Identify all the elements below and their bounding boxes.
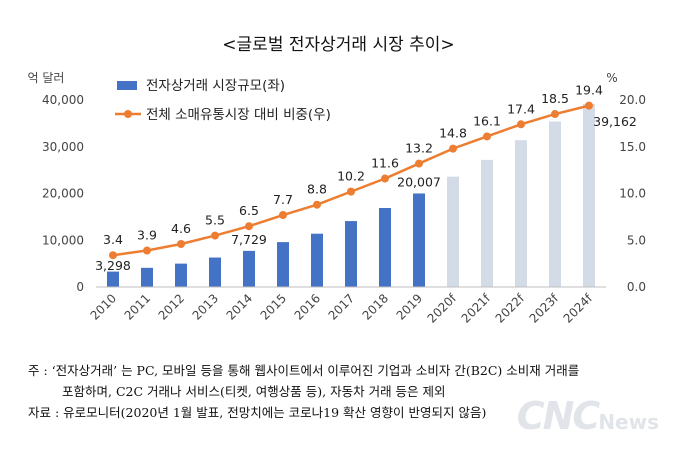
line-point xyxy=(381,174,389,183)
legend-line-label: 전체 소매유통시장 대비 비중(우) xyxy=(146,107,331,123)
bar-data-label: 3,298 xyxy=(95,258,131,273)
x-tick-label: 2017 xyxy=(326,291,357,322)
line-data-label: 6.5 xyxy=(239,203,259,218)
y-right-tick-label: 10.0 xyxy=(619,187,646,201)
y-right-tick-label: 15.0 xyxy=(619,140,646,154)
bar xyxy=(549,121,561,287)
bar xyxy=(141,267,153,287)
bar xyxy=(243,250,255,287)
y-left-tick-label: 20,000 xyxy=(42,187,84,201)
line-layer xyxy=(109,101,593,260)
line-point xyxy=(313,200,321,209)
bar xyxy=(379,207,391,287)
y-left-tick-label: 10,000 xyxy=(42,233,84,247)
bar-data-label: 7,729 xyxy=(231,232,267,247)
bar-data-label: 20,007 xyxy=(397,174,441,189)
y-left-tick-label: 40,000 xyxy=(42,93,84,107)
bar xyxy=(107,271,119,287)
line-data-label: 10.2 xyxy=(337,169,365,184)
line-point xyxy=(109,251,117,260)
legend-layer: 전자상거래 시장규모(좌) 전체 소매유통시장 대비 비중(우) xyxy=(115,78,331,123)
bar xyxy=(209,257,221,287)
line-data-label: 4.6 xyxy=(171,221,191,236)
line-point xyxy=(177,239,185,248)
line-point xyxy=(585,101,593,110)
source-line: 자료 : 유로모니터(2020년 1월 발표, 전망치에는 코로나19 확산 영… xyxy=(28,405,487,420)
bar xyxy=(175,263,187,287)
x-tick-label: 2015 xyxy=(258,291,289,322)
x-tick-label: 2021f xyxy=(459,291,494,326)
chart-title: <글로벌 전자상거래 시장 추이> xyxy=(222,35,455,55)
legend-line-marker xyxy=(124,110,132,118)
line-data-label: 14.8 xyxy=(439,126,467,141)
watermark-suffix: News xyxy=(598,410,659,434)
x-tick-label: 2011 xyxy=(122,291,153,322)
line-point xyxy=(211,231,219,240)
y-right-tick-label: 20.0 xyxy=(619,93,646,107)
legend-bar-swatch xyxy=(117,81,137,90)
x-tick-label: 2019 xyxy=(394,291,425,322)
note-line-2: 포함하며, C2C 거래나 서비스(티켓, 여행상품 등), 자동차 거래 등은… xyxy=(62,384,446,399)
bar xyxy=(345,221,357,287)
line-data-label: 8.8 xyxy=(307,182,327,197)
bar xyxy=(413,193,425,287)
line-data-label: 3.4 xyxy=(103,232,123,247)
bar xyxy=(481,159,493,287)
line-point xyxy=(279,211,287,220)
line-data-label: 5.5 xyxy=(205,213,225,228)
y-right-unit: % xyxy=(606,71,617,85)
x-tick-label: 2016 xyxy=(292,291,323,322)
x-tick-label: 2013 xyxy=(190,291,221,322)
x-tick-label: 2012 xyxy=(156,291,187,322)
line-data-label: 16.1 xyxy=(473,113,501,128)
y-right-tick-label: 0.0 xyxy=(627,280,646,294)
x-tick-label: 2024f xyxy=(561,291,596,326)
line-point xyxy=(415,159,423,168)
line-data-label: 19.4 xyxy=(575,83,603,98)
watermark-main: CNC xyxy=(516,394,601,438)
labels-layer: 3.4 3.9 4.6 5.5 6.5 7.7 8.8 10.2 11.6 13.2 14.8 16.… xyxy=(95,83,637,273)
bar xyxy=(277,242,289,287)
x-tick-label: 2022f xyxy=(493,291,528,326)
x-tick-label: 2010 xyxy=(88,291,119,322)
line-point xyxy=(245,222,253,231)
bar xyxy=(311,233,323,287)
y-right-tick-label: 5.0 xyxy=(627,233,646,247)
bar xyxy=(583,103,595,287)
y-left-unit: 억 달러 xyxy=(28,71,65,85)
line-point xyxy=(551,110,559,119)
x-tick-label: 2018 xyxy=(360,291,391,322)
legend-bar-label: 전자상거래 시장규모(좌) xyxy=(146,78,285,94)
bars-layer xyxy=(107,103,595,287)
line-point xyxy=(483,132,491,141)
line-data-label: 3.9 xyxy=(137,228,157,243)
line-data-label: 18.5 xyxy=(541,91,569,106)
watermark-logo: CNCNews xyxy=(517,394,659,438)
note-line-1: 주 : ‘전자상거래’ 는 PC, 모바일 등을 통해 웹사이트에서 이루어진 … xyxy=(28,363,580,378)
bar-data-label: 39,162 xyxy=(593,114,637,129)
line-point xyxy=(347,187,355,196)
y-left-tick-label: 0 xyxy=(76,280,84,294)
line-data-label: 17.4 xyxy=(507,101,535,116)
chart: 3.4 3.9 4.6 5.5 6.5 7.7 8.8 10.2 11.6 13.2 14.8 16.… xyxy=(28,71,646,326)
line-data-label: 11.6 xyxy=(371,156,399,171)
line-point xyxy=(517,120,525,129)
line-point xyxy=(449,144,457,153)
line-point xyxy=(143,246,151,255)
bar xyxy=(515,140,527,287)
line-data-label: 7.7 xyxy=(273,192,293,207)
y-left-tick-label: 30,000 xyxy=(42,140,84,154)
x-tick-label: 2020f xyxy=(425,291,460,326)
x-tick-label: 2014 xyxy=(224,291,255,322)
x-tick-label: 2023f xyxy=(527,291,562,326)
bar xyxy=(447,176,459,287)
line-data-label: 13.2 xyxy=(405,141,433,156)
